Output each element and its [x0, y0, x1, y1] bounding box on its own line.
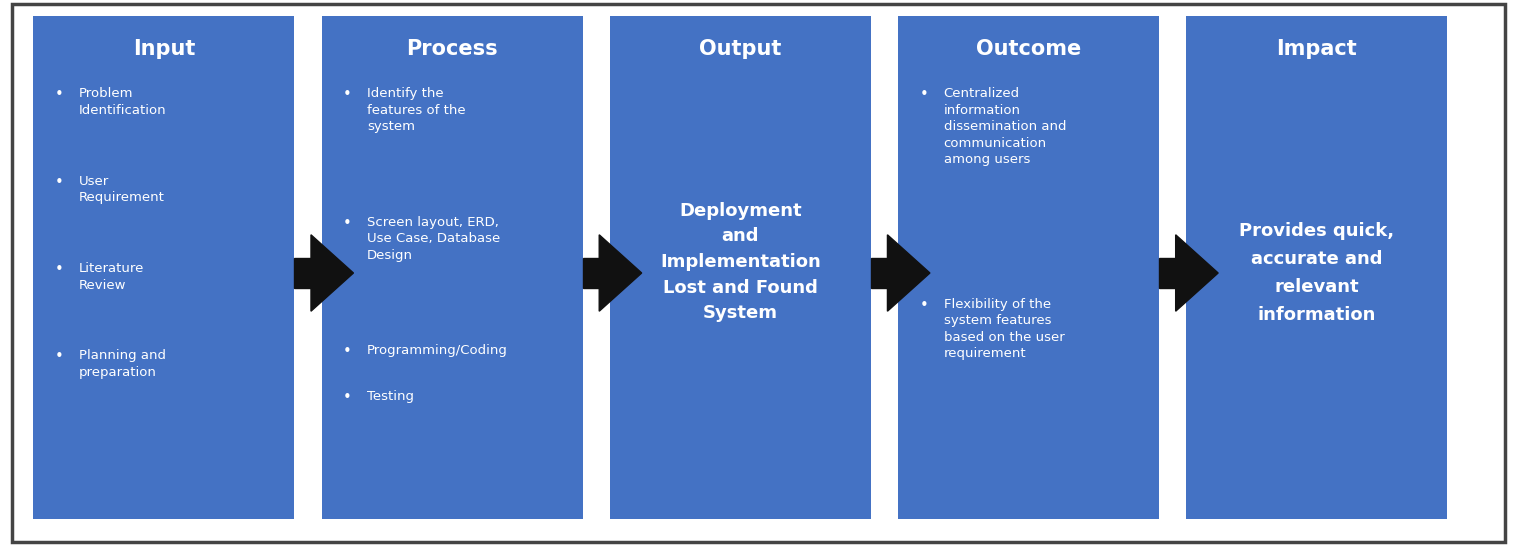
Text: •: •: [343, 216, 352, 230]
Polygon shape: [887, 235, 930, 311]
Text: Input: Input: [132, 39, 196, 59]
Bar: [583, 258, 599, 288]
Polygon shape: [599, 235, 642, 311]
Text: Process: Process: [407, 39, 498, 59]
Text: •: •: [55, 87, 64, 102]
Text: Centralized
information
dissemination and
communication
among users: Centralized information dissemination an…: [944, 87, 1066, 167]
Text: •: •: [55, 349, 64, 364]
Bar: [1159, 258, 1176, 288]
Text: •: •: [55, 175, 64, 189]
Polygon shape: [311, 235, 353, 311]
Text: Flexibility of the
system features
based on the user
requirement: Flexibility of the system features based…: [944, 298, 1065, 360]
Text: Output: Output: [699, 39, 781, 59]
Text: •: •: [919, 87, 928, 102]
Text: Programming/Coding: Programming/Coding: [367, 344, 508, 357]
Text: •: •: [343, 390, 352, 405]
Bar: [871, 258, 887, 288]
Text: Screen layout, ERD,
Use Case, Database
Design: Screen layout, ERD, Use Case, Database D…: [367, 216, 501, 262]
Text: Planning and
preparation: Planning and preparation: [79, 349, 165, 379]
Text: Literature
Review: Literature Review: [79, 262, 144, 292]
Bar: [294, 258, 311, 288]
Bar: [33, 16, 294, 519]
Text: User
Requirement: User Requirement: [79, 175, 165, 204]
Bar: [322, 16, 583, 519]
Text: •: •: [55, 262, 64, 277]
Text: •: •: [343, 87, 352, 102]
Bar: [610, 16, 871, 519]
Text: Problem
Identification: Problem Identification: [79, 87, 167, 117]
Bar: [1186, 16, 1447, 519]
Text: Outcome: Outcome: [975, 39, 1082, 59]
Text: •: •: [343, 344, 352, 359]
Polygon shape: [1176, 235, 1218, 311]
Text: Impact: Impact: [1276, 39, 1358, 59]
Text: •: •: [919, 298, 928, 312]
Text: Testing: Testing: [367, 390, 414, 403]
Text: Identify the
features of the
system: Identify the features of the system: [367, 87, 466, 133]
Text: Provides quick,
accurate and
relevant
information: Provides quick, accurate and relevant in…: [1239, 222, 1394, 324]
Text: Deployment
and
Implementation
Lost and Found
System: Deployment and Implementation Lost and F…: [660, 201, 821, 323]
Bar: [898, 16, 1159, 519]
